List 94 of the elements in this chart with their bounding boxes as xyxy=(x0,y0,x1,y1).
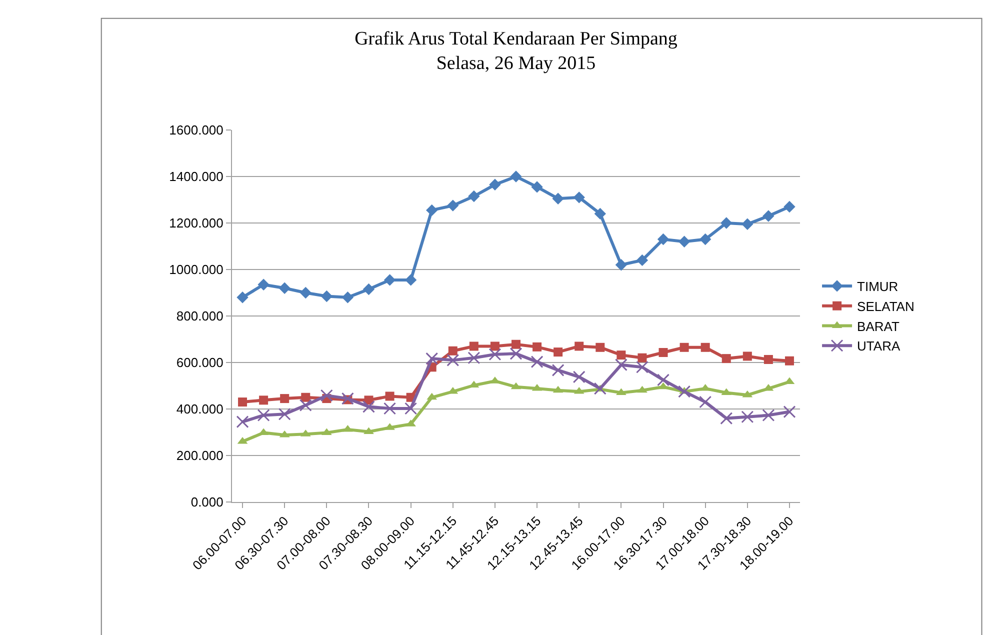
point xyxy=(342,292,354,304)
point xyxy=(678,236,690,248)
point xyxy=(700,342,710,352)
point xyxy=(573,192,585,204)
point xyxy=(594,382,606,395)
point xyxy=(278,282,290,294)
point xyxy=(468,190,480,202)
point xyxy=(720,217,732,229)
point xyxy=(301,392,310,402)
point xyxy=(574,342,584,351)
point xyxy=(699,233,712,246)
point xyxy=(404,402,418,415)
point xyxy=(446,354,460,366)
point xyxy=(783,406,796,418)
point xyxy=(364,427,374,434)
point xyxy=(594,208,606,220)
point xyxy=(531,181,543,193)
point xyxy=(554,348,563,357)
point xyxy=(552,364,564,376)
y-tick-label: 200.000 xyxy=(176,448,224,464)
point xyxy=(720,412,733,425)
point xyxy=(678,385,691,398)
point xyxy=(278,408,291,420)
point xyxy=(510,347,522,360)
point xyxy=(614,358,628,372)
point xyxy=(762,409,775,422)
point xyxy=(530,356,544,368)
point xyxy=(362,400,375,413)
point xyxy=(742,352,752,361)
y-tick-label: 600.000 xyxy=(176,355,224,370)
point xyxy=(384,274,396,286)
point xyxy=(490,342,500,351)
point xyxy=(552,192,564,204)
point xyxy=(510,170,522,182)
point xyxy=(238,398,248,407)
y-tick-label: 1200.000 xyxy=(169,216,224,231)
point xyxy=(258,278,270,290)
point xyxy=(572,370,586,384)
point xyxy=(489,178,501,190)
point xyxy=(680,342,689,352)
chart-title: Grafik Arus Total Kendaraan Per Simpang xyxy=(354,28,678,50)
point xyxy=(532,342,542,352)
point xyxy=(741,410,754,424)
point xyxy=(638,353,647,362)
point xyxy=(280,394,290,404)
point xyxy=(299,399,312,412)
y-tick-label: 1400.000 xyxy=(169,169,224,184)
point xyxy=(384,402,396,415)
point xyxy=(742,218,754,230)
point xyxy=(615,259,628,271)
point xyxy=(699,396,712,408)
legend-label: TIMUR xyxy=(857,279,898,294)
point xyxy=(616,350,626,360)
point xyxy=(257,409,270,422)
point xyxy=(636,360,648,374)
y-tick-label: 0.000 xyxy=(190,494,224,510)
legend-label: SELATAN xyxy=(857,298,914,314)
point xyxy=(636,254,648,266)
point xyxy=(488,348,502,361)
point xyxy=(385,392,394,401)
point xyxy=(342,424,353,432)
point xyxy=(784,356,794,366)
point xyxy=(657,374,670,386)
y-tick-label: 400.000 xyxy=(176,402,224,417)
y-tick-label: 1000.000 xyxy=(169,262,224,278)
legend-label: BARAT xyxy=(857,318,900,334)
point xyxy=(448,346,458,356)
point xyxy=(764,354,773,364)
point xyxy=(341,392,354,405)
point xyxy=(596,342,605,352)
y-tick-label: 800.000 xyxy=(176,308,224,324)
point xyxy=(657,233,670,246)
point xyxy=(426,352,438,365)
point xyxy=(658,382,668,390)
legend-label: UTARA xyxy=(857,338,900,354)
point xyxy=(637,386,648,393)
point xyxy=(300,286,312,299)
point xyxy=(658,348,668,357)
point xyxy=(468,352,480,364)
y-tick-label: 1600.000 xyxy=(169,122,224,138)
point xyxy=(362,283,375,296)
point xyxy=(236,416,249,428)
point xyxy=(762,210,774,222)
chart-subtitle: Selasa, 26 May 2015 xyxy=(436,53,596,74)
point xyxy=(236,292,248,304)
point xyxy=(722,354,731,364)
point xyxy=(426,204,438,216)
point xyxy=(320,389,333,402)
point xyxy=(259,396,268,405)
point xyxy=(320,290,333,302)
point xyxy=(469,342,478,351)
point xyxy=(512,340,520,349)
point xyxy=(447,200,459,212)
point xyxy=(784,200,796,213)
